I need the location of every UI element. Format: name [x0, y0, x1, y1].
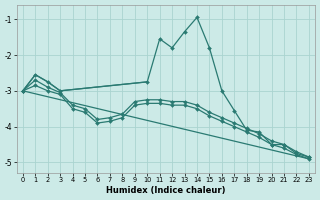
X-axis label: Humidex (Indice chaleur): Humidex (Indice chaleur) — [106, 186, 226, 195]
